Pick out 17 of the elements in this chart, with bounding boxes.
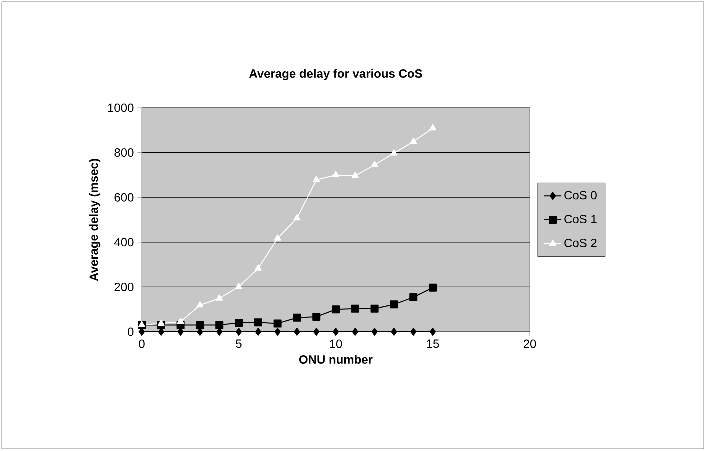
x-tick-label: 0 bbox=[139, 340, 145, 348]
legend-label: CoS 2 bbox=[564, 238, 597, 248]
x-tick-label: 15 bbox=[427, 340, 440, 348]
y-tick-label: 600 bbox=[114, 193, 134, 202]
legend-label: CoS 0 bbox=[564, 191, 597, 200]
chart-title: Average delay for various CoS bbox=[249, 69, 422, 80]
x-tick-label: 5 bbox=[236, 340, 242, 348]
x-tick-label: 10 bbox=[330, 340, 342, 348]
x-tick-label: 20 bbox=[524, 340, 536, 348]
x-axis-title: ONU number bbox=[299, 355, 373, 364]
legend-label: CoS 1 bbox=[564, 215, 597, 224]
y-tick-label: 1000 bbox=[108, 104, 134, 112]
y-tick-label: 800 bbox=[114, 148, 134, 158]
y-axis-title: Average delay (msec) bbox=[89, 159, 101, 282]
y-tick-label: 400 bbox=[114, 238, 134, 247]
y-tick-label: 200 bbox=[114, 282, 134, 292]
y-tick-label: 0 bbox=[128, 328, 134, 336]
